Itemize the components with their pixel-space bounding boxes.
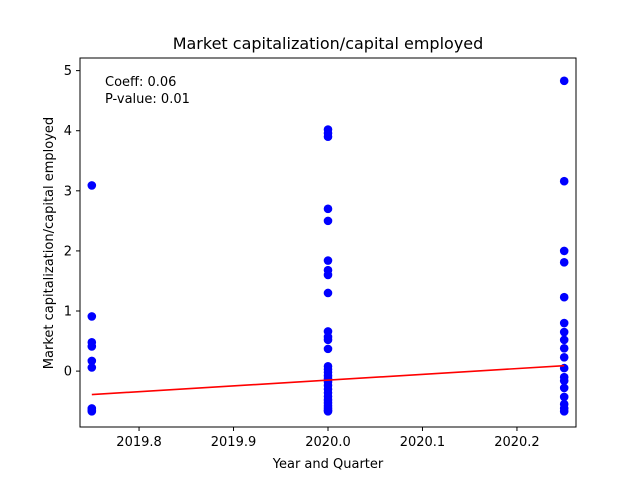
data-point (87, 181, 97, 190)
y-tick-label: 2 (64, 244, 72, 259)
x-axis-label: Year and Quarter (272, 457, 384, 472)
x-tick-label: 2020.0 (305, 435, 351, 450)
data-point (559, 318, 569, 328)
data-point (559, 292, 569, 302)
y-axis-label: Market capitalization/capital employed (42, 117, 57, 369)
data-point (87, 312, 97, 321)
data-point (323, 216, 333, 226)
y-tick-label: 4 (64, 124, 72, 139)
data-point (559, 258, 569, 267)
chart-title: Market capitalization/capital employed (173, 34, 484, 53)
data-point (323, 256, 333, 265)
stat-annotation-coeff: Coeff: 0.06 (105, 75, 176, 90)
data-point (323, 344, 333, 354)
data-point (559, 327, 569, 337)
data-point (87, 363, 97, 372)
data-point (323, 204, 333, 214)
y-tick-label: 5 (64, 64, 72, 79)
x-tick-label: 2020.1 (400, 435, 446, 450)
data-point (559, 392, 569, 402)
x-tick-label: 2019.8 (116, 435, 162, 450)
regression-line (91, 364, 565, 396)
data-point (323, 288, 333, 298)
data-point (559, 343, 569, 353)
y-tick-label: 1 (64, 305, 72, 320)
data-point (87, 342, 97, 351)
data-point (323, 132, 333, 142)
data-point (323, 270, 333, 280)
x-tick-label: 2019.9 (211, 435, 257, 450)
y-tick-label: 3 (64, 184, 72, 199)
data-point (323, 335, 333, 345)
x-tick-label: 2020.2 (494, 435, 540, 450)
data-point (559, 76, 569, 86)
y-tick-label: 0 (64, 365, 72, 380)
data-point (559, 407, 569, 416)
stat-annotation-pvalue: P-value: 0.01 (105, 92, 190, 107)
data-point (559, 335, 569, 345)
data-point (87, 356, 97, 366)
data-point (559, 176, 569, 186)
data-point (323, 407, 333, 416)
data-point (559, 383, 569, 393)
data-point (559, 246, 569, 256)
data-point (87, 407, 97, 416)
data-point (559, 376, 569, 386)
data-point (559, 352, 569, 362)
